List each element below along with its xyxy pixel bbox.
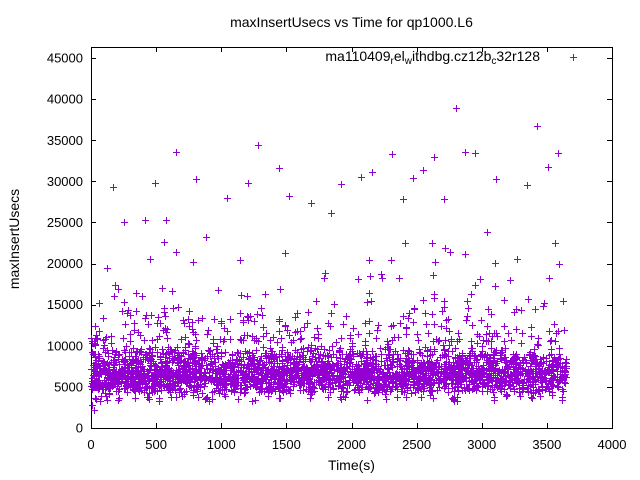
legend: ma110409relwithdbg.cz12bc32r128 [200, 48, 540, 67]
chart-title: maxInsertUsecs vs Time for qp1000.L6 [230, 14, 473, 30]
x-axis-label: Time(s) [328, 457, 375, 473]
legend-label-subscript: c [491, 56, 497, 67]
legend-label-part: el [393, 48, 405, 64]
legend-label-part: ithdbg.cz12b [412, 48, 492, 64]
legend-label-subscript: r [390, 56, 394, 67]
legend-label: ma110409relwithdbg.cz12bc32r128 [325, 48, 540, 67]
legend-label-part: ma110409 [325, 48, 391, 64]
legend-label-subscript: w [404, 56, 412, 67]
y-axis-label: maxInsertUsecs [6, 188, 22, 290]
legend-label-part: 32r128 [496, 48, 540, 64]
